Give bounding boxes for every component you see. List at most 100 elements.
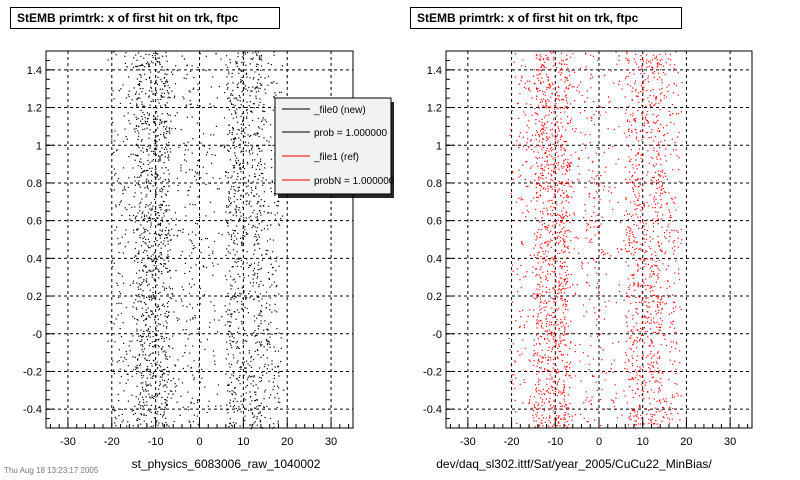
scatter-point [681,239,683,241]
scatter-point [558,370,560,372]
scatter-point [514,76,517,78]
scatter-point [131,410,133,412]
scatter-point [566,195,568,197]
scatter-point [604,171,606,173]
scatter-point [269,309,271,311]
scatter-point [150,87,153,89]
scatter-point [643,82,645,84]
scatter-point [155,177,157,179]
scatter-point [116,149,118,151]
scatter-point [590,87,592,89]
scatter-point [566,304,568,306]
scatter-point [259,419,261,421]
scatter-point [254,233,257,235]
scatter-point [643,301,645,303]
scatter-point [656,423,658,425]
scatter-point [266,368,268,370]
scatter-point [244,235,246,237]
scatter-point [146,317,148,319]
scatter-point [187,141,189,143]
scatter-point [625,261,627,263]
scatter-point [547,190,549,192]
scatter-point [151,352,153,354]
scatter-point [144,206,147,208]
scatter-point [541,294,543,296]
scatter-point [257,178,259,180]
scatter-point [601,371,604,373]
scatter-point [155,260,158,262]
scatter-point [193,360,195,362]
scatter-point [613,401,615,403]
scatter-point [158,233,160,235]
scatter-point [641,219,643,221]
scatter-point [227,384,229,386]
scatter-point [548,329,550,331]
scatter-point [652,72,654,74]
scatter-point [555,324,557,326]
scatter-point [230,202,232,204]
scatter-point [235,160,237,162]
scatter-point [563,383,565,386]
scatter-point [233,391,235,393]
scatter-point [278,200,280,202]
scatter-point [644,116,647,118]
scatter-point [575,294,577,296]
scatter-point [646,66,648,68]
scatter-point [627,359,629,361]
scatter-point [242,182,244,184]
scatter-point [269,343,271,345]
scatter-point [276,328,278,330]
scatter-point [249,403,251,405]
scatter-point [549,241,551,243]
scatter-point [155,206,157,208]
scatter-point [137,130,139,132]
scatter-point [520,65,523,67]
scatter-point [524,178,526,181]
scatter-point [552,297,554,300]
scatter-point [584,134,586,136]
scatter-point [559,322,562,324]
scatter-point [193,414,195,416]
scatter-point [258,104,260,106]
scatter-point [164,73,166,75]
scatter-point [574,414,577,416]
scatter-point [153,395,155,397]
scatter-point [545,177,547,179]
scatter-point [142,147,144,149]
scatter-point [161,96,163,98]
scatter-point [154,176,156,178]
scatter-point [559,252,561,254]
scatter-point [519,132,521,134]
scatter-point [527,185,529,187]
scatter-point [272,273,274,275]
scatter-point [569,403,571,405]
scatter-point [511,374,513,376]
scatter-point [555,276,557,278]
scatter-point [660,243,662,245]
scatter-point [538,140,541,142]
scatter-point [253,262,256,264]
scatter-point [149,289,151,291]
scatter-point [143,414,145,416]
scatter-point [246,262,248,264]
scatter-point [255,334,257,336]
scatter-point [533,344,535,347]
scatter-point [566,182,568,184]
scatter-point [167,378,169,380]
scatter-point [539,236,541,239]
scatter-point [556,222,558,224]
scatter-point [626,325,629,327]
scatter-point [652,176,654,179]
scatter-point [525,275,527,277]
scatter-point [166,400,168,402]
scatter-point [125,97,128,99]
scatter-point [249,290,251,292]
scatter-point [667,294,669,296]
scatter-point [593,259,595,261]
scatter-point [592,170,594,172]
scatter-point [163,212,165,214]
scatter-point [655,121,657,123]
scatter-point [193,284,195,286]
scatter-point [654,414,656,416]
scatter-point [551,128,553,130]
